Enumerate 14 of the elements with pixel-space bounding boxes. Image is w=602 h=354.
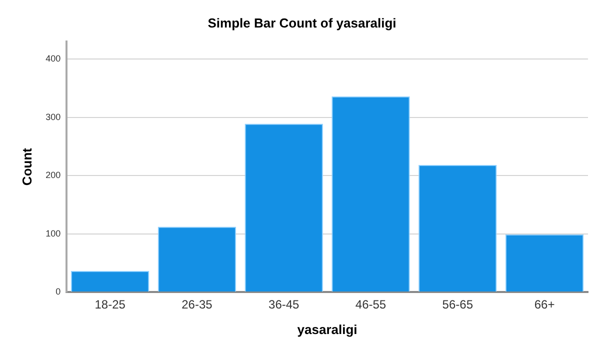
x-tick-label: 36-45: [268, 298, 300, 312]
x-tick-label: 56-65: [442, 298, 474, 312]
x-tick-label: 18-25: [94, 298, 126, 312]
y-tick-label: 300: [46, 112, 61, 122]
y-tick-label: 400: [46, 54, 61, 64]
x-tick-label: 66+: [534, 298, 555, 312]
x-tick-label: 26-35: [182, 298, 213, 312]
y-axis-title: Count: [19, 147, 34, 186]
y-tick-label: 0: [56, 286, 61, 296]
y-tick-label: 100: [46, 228, 61, 238]
x-axis-title: yasaraligi: [297, 322, 358, 337]
chart-title: Simple Bar Count of yasaraligi: [208, 15, 396, 30]
x-tick-label: 46-55: [355, 298, 386, 312]
y-tick-label: 200: [46, 170, 61, 180]
